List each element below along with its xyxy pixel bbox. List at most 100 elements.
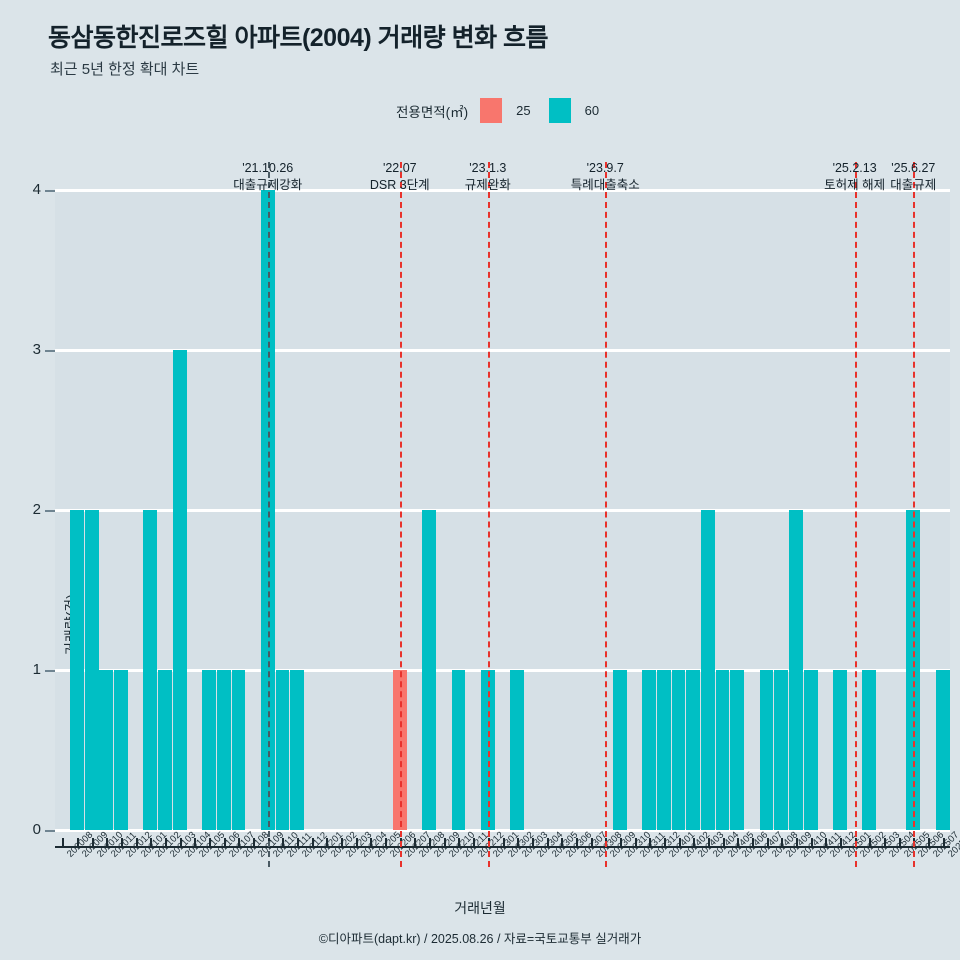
legend-swatch-25[interactable]: [480, 98, 503, 123]
bar[interactable]: [671, 670, 686, 830]
x-tick-mark: [883, 838, 886, 847]
annotation-202110: '21.10.26 대출규제강화: [233, 160, 302, 194]
bar[interactable]: [99, 670, 114, 830]
x-tick-mark: [737, 838, 740, 847]
x-tick-mark: [179, 838, 182, 847]
x-tick-mark: [751, 838, 754, 847]
y-tick-mark-2: [45, 510, 55, 512]
bar[interactable]: [730, 670, 745, 830]
x-tick-mark: [795, 838, 798, 847]
annotation-text: 규제완화: [464, 178, 511, 192]
x-tick-mark: [106, 838, 109, 847]
annotation-line-202309: [605, 162, 608, 867]
annotation-line-202506: [913, 162, 916, 867]
bar[interactable]: [70, 510, 84, 830]
x-tick-mark: [355, 838, 358, 847]
y-tick-label-4: 4: [32, 181, 41, 198]
annotation-202301: '23.1.3 규제완화: [465, 160, 511, 194]
annotation-text: DSR 3단계: [369, 178, 430, 192]
x-tick-mark: [531, 838, 534, 847]
x-tick-mark: [150, 838, 153, 847]
x-tick-mark: [942, 838, 945, 847]
annotation-date: '21.10.26: [242, 161, 294, 175]
annotation-text: 대출규제강화: [233, 178, 303, 192]
gridline-y-4: [55, 188, 950, 192]
x-tick-mark: [781, 838, 784, 847]
bar[interactable]: [803, 670, 818, 830]
x-tick-mark: [546, 838, 549, 847]
bar[interactable]: [774, 670, 789, 830]
annotation-date: '22.07: [382, 161, 417, 175]
bar[interactable]: [172, 350, 187, 830]
x-tick-mark: [429, 838, 432, 847]
gridline-y-2: [55, 508, 950, 512]
annotation-202207: '22.07 DSR 3단계: [370, 160, 430, 194]
x-tick-mark: [575, 838, 578, 847]
bar[interactable]: [143, 510, 158, 830]
page-subtitle: 최근 5년 한정 확대 차트: [50, 61, 200, 78]
annotation-date: '23.9.7: [586, 161, 624, 175]
annotation-line-202301: [487, 162, 490, 867]
bar[interactable]: [158, 670, 172, 830]
bar[interactable]: [833, 670, 847, 830]
legend-swatch-60[interactable]: [548, 98, 571, 123]
legend: 전용면적(㎡) 25 60: [396, 98, 617, 123]
bar[interactable]: [701, 510, 715, 830]
bar[interactable]: [510, 670, 525, 830]
x-axis-line: [55, 846, 950, 848]
bar[interactable]: [290, 670, 304, 830]
x-tick-mark: [810, 838, 813, 847]
annotation-line-202110: [267, 162, 270, 867]
annotation-text: 토허제 해제: [824, 178, 886, 192]
x-tick-mark: [165, 838, 168, 847]
bar[interactable]: [715, 670, 730, 830]
x-tick-mark: [297, 838, 300, 847]
bar[interactable]: [216, 670, 231, 830]
bar[interactable]: [231, 670, 246, 830]
bar[interactable]: [759, 670, 774, 830]
bar[interactable]: [656, 670, 671, 830]
annotation-202309: '23.9.7 특례대출축소: [571, 160, 640, 194]
x-tick-mark: [253, 838, 256, 847]
x-tick-mark: [649, 838, 652, 847]
x-tick-mark: [839, 838, 842, 847]
bar[interactable]: [275, 670, 290, 830]
bar[interactable]: [114, 670, 128, 830]
annotation-202506: '25.6.27 대출규제: [890, 160, 936, 194]
x-tick-mark: [121, 838, 124, 847]
bar[interactable]: [202, 670, 216, 830]
x-tick-mark: [209, 838, 212, 847]
bar[interactable]: [422, 510, 437, 830]
legend-title: 전용면적(㎡): [396, 104, 469, 120]
x-tick-mark: [722, 838, 725, 847]
bar[interactable]: [789, 510, 803, 830]
y-tick-mark-3: [45, 350, 55, 352]
bar[interactable]: [642, 670, 657, 830]
y-tick-label-3: 3: [32, 341, 41, 358]
bar[interactable]: [451, 670, 466, 830]
x-tick-mark: [663, 838, 666, 847]
bar[interactable]: [84, 510, 99, 830]
x-tick-mark: [678, 838, 681, 847]
bar[interactable]: [862, 670, 877, 830]
bar[interactable]: [935, 670, 950, 830]
footer-credit: ©디아파트(dapt.kr) / 2025.08.26 / 자료=국토교통부 실…: [318, 932, 642, 946]
y-tick-mark-1: [45, 670, 55, 672]
gridline-y-0: [55, 828, 950, 832]
x-tick-mark: [414, 838, 417, 847]
x-tick-mark: [77, 838, 79, 847]
x-tick-mark: [869, 838, 872, 847]
x-tick-mark: [502, 838, 505, 847]
x-tick-mark: [693, 838, 696, 847]
bar[interactable]: [686, 670, 701, 830]
y-tick-label-0: 0: [32, 821, 41, 838]
x-tick-mark: [590, 838, 593, 847]
x-tick-mark: [561, 838, 564, 847]
annotation-202502: '25.2.13 토허제 해제: [824, 160, 885, 194]
x-tick-mark: [223, 838, 226, 847]
y-tick-mark-4: [45, 190, 55, 192]
x-tick-mark: [282, 838, 285, 847]
x-tick-mark: [473, 838, 476, 847]
bar[interactable]: [612, 670, 627, 830]
